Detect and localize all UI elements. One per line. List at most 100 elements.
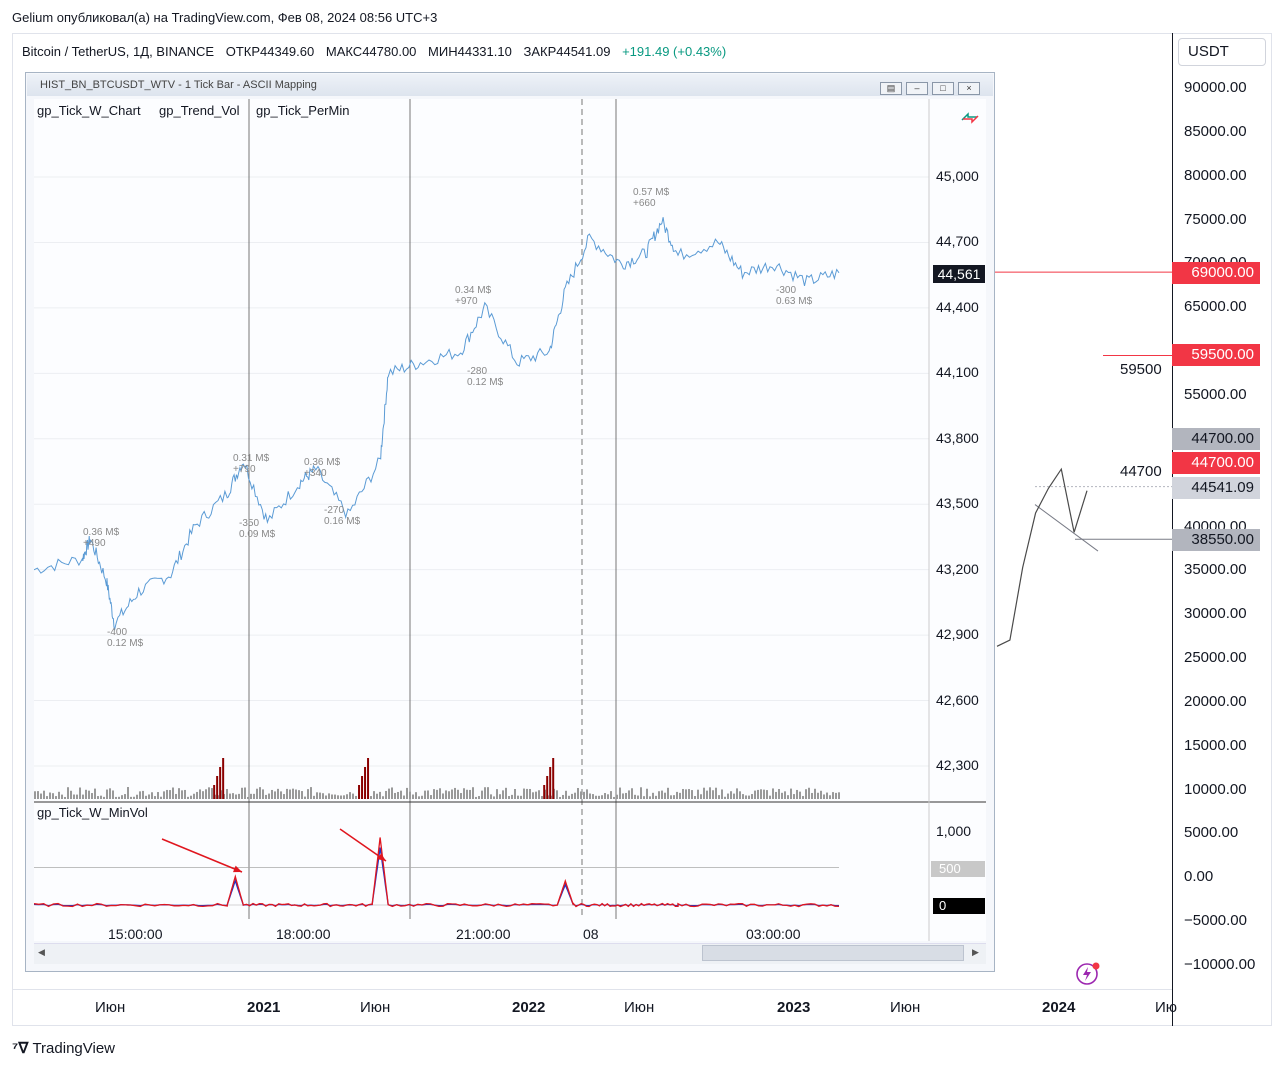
volume-bar — [136, 794, 138, 799]
volume-bar — [577, 787, 579, 799]
volume-bar — [601, 795, 603, 799]
volume-spike — [216, 776, 219, 799]
annotation-line2: +970 — [455, 296, 478, 307]
price-label: 38550.00 — [1172, 529, 1260, 551]
window-close-icon[interactable]: × — [958, 82, 980, 95]
volume-bar — [727, 793, 729, 799]
volume-bar — [478, 796, 480, 799]
volume-bar — [694, 796, 696, 799]
annotation-line2: +490 — [83, 538, 106, 549]
annotation-line1: -350 — [239, 518, 260, 529]
volume-bar — [796, 789, 798, 799]
volume-bar — [736, 788, 738, 799]
window-title: HIST_BN_BTCUSDT_WTV - 1 Tick Bar - ASCII… — [40, 79, 317, 91]
currency-button[interactable]: USDT — [1178, 38, 1266, 66]
annotation-line1: -270 — [324, 505, 345, 516]
volume-spike — [358, 785, 361, 799]
volume-bar — [526, 788, 528, 799]
price-annotation: -300 0.63 M$ — [776, 285, 812, 307]
volume-bar — [316, 792, 318, 799]
volume-bar — [412, 794, 414, 799]
annotation-line2: +660 — [633, 198, 656, 209]
volume-bar — [787, 795, 789, 799]
volume-bar — [406, 787, 408, 799]
price-axis-tick: 80000.00 — [1184, 166, 1247, 184]
price-axis-tick: 55000.00 — [1184, 385, 1247, 403]
volume-bar — [496, 789, 498, 799]
volume-bar — [40, 793, 42, 799]
volume-bar — [244, 787, 246, 799]
volume-bar — [613, 796, 615, 799]
volume-bar — [139, 791, 141, 799]
volume-bar — [790, 788, 792, 799]
volume-bar — [463, 788, 465, 799]
volume-bar — [709, 787, 711, 799]
tradingview-logo[interactable]: ⁷ᐁ TradingView — [12, 1039, 115, 1057]
volume-bar — [394, 792, 396, 799]
time-axis-tick: 2024 — [1042, 999, 1076, 1016]
volume-bar — [502, 790, 504, 799]
volume-bar — [769, 795, 771, 799]
brand-label: TradingView — [32, 1040, 115, 1057]
time-axis[interactable] — [12, 989, 1172, 990]
volume-bar — [619, 787, 621, 799]
price-axis-tick: 75000.00 — [1184, 210, 1247, 228]
main-price-chart[interactable] — [995, 33, 1172, 989]
scroll-left-icon[interactable]: ◀ — [38, 947, 45, 957]
volume-bar — [124, 794, 126, 799]
volume-bar — [700, 794, 702, 799]
volume-bar — [292, 788, 294, 799]
inner-chart-area[interactable] — [34, 99, 986, 941]
volume-bar — [739, 791, 741, 799]
price-annotation: -400 0.12 M$ — [107, 627, 143, 649]
volume-bar — [499, 794, 501, 799]
sync-icon[interactable] — [960, 110, 980, 126]
volume-bar — [604, 793, 606, 799]
volume-bar — [475, 796, 477, 799]
volume-bar — [568, 795, 570, 799]
volume-bar — [592, 794, 594, 799]
price-axis-tick: −10000.00 — [1184, 956, 1256, 973]
volume-bar — [760, 789, 762, 799]
volume-bar — [166, 789, 168, 799]
indicator-label-tick-per-min[interactable]: gp_Tick_PerMin — [256, 103, 350, 118]
volume-bar — [571, 793, 573, 799]
scrollbar-thumb[interactable] — [702, 945, 964, 961]
volume-bar — [826, 792, 828, 799]
lightning-icon[interactable] — [1075, 961, 1103, 987]
volume-bar — [70, 790, 72, 799]
volume-bar — [724, 796, 726, 799]
volume-spike — [552, 758, 555, 799]
volume-bar — [178, 788, 180, 799]
scroll-right-icon[interactable]: ▶ — [972, 947, 979, 957]
volume-bar — [391, 787, 393, 799]
window-titlebar[interactable] — [27, 74, 993, 96]
volume-bar — [97, 796, 99, 799]
indicator-label-minvol[interactable]: gp_Tick_W_MinVol — [37, 805, 148, 820]
volume-bar — [115, 796, 117, 799]
volume-bar — [184, 789, 186, 799]
volume-spike — [367, 758, 370, 799]
window-restore-icon[interactable]: □ — [932, 82, 954, 95]
volume-bar — [808, 787, 810, 799]
tv-logo-icon: ⁷ᐁ — [12, 1040, 29, 1057]
annotation-line2: 0.12 M$ — [467, 377, 504, 388]
volume-bar — [43, 790, 45, 799]
window-minimize-icon[interactable]: – — [906, 82, 928, 95]
indicator-label-tick-w-chart[interactable]: gp_Tick_W_Chart — [37, 103, 141, 118]
volume-bar — [535, 791, 537, 799]
symbol-name[interactable]: Bitcoin / TetherUS, 1Д, BINANCE — [22, 44, 215, 59]
volume-bar — [763, 789, 765, 799]
indicator-label-trend-vol[interactable]: gp_Trend_Vol — [159, 103, 240, 118]
volume-bar — [370, 796, 372, 799]
volume-bar — [202, 791, 204, 799]
window-menu-icon[interactable]: ▤ — [880, 82, 902, 95]
volume-bar — [451, 789, 453, 799]
volume-bar — [376, 793, 378, 799]
volume-bar — [52, 793, 54, 799]
volume-bar — [385, 790, 387, 799]
volume-bar — [100, 795, 102, 799]
volume-bar — [532, 792, 534, 799]
price-axis-tick: 90000.00 — [1184, 79, 1247, 96]
arrow-head — [377, 853, 386, 861]
